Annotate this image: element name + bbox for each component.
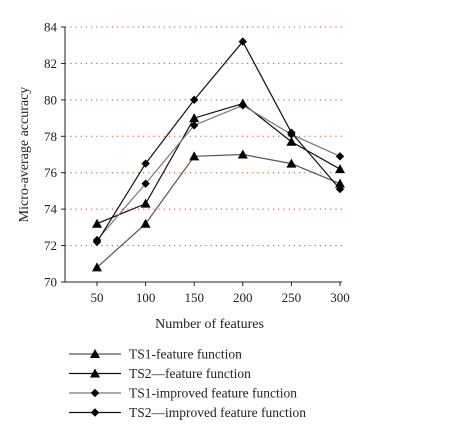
data-point [189,113,200,123]
data-point [189,151,200,161]
series-3 [92,101,345,245]
x-tick-label: 250 [282,290,302,305]
y-axis-label: Micro-average accuracy [17,87,32,223]
legend-marker [90,388,100,398]
data-point [140,198,151,208]
y-tick-label: 80 [44,92,57,107]
series-4 [92,37,345,247]
data-point [92,218,102,228]
data-point [238,37,247,46]
legend-item: TS1-improved feature function [69,386,297,401]
legend-item: TS2—improved feature function [69,405,306,420]
x-tick-labels: 50 100 150 200 250 300 [91,290,350,305]
series-1 [92,149,345,272]
y-tick-label: 70 [44,275,57,290]
data-point [141,159,150,168]
data-point [141,179,150,188]
legend: TS1-feature function TS2—feature function… [69,347,306,420]
data-point [335,164,345,174]
legend-marker [90,368,100,378]
y-tick-label: 72 [44,238,57,253]
y-tick-label: 82 [44,56,57,71]
legend-label: TS1-improved feature function [129,386,297,401]
x-tick-label: 100 [136,290,156,305]
series-line [96,40,341,243]
axes [61,26,342,286]
y-tick-label: 74 [44,202,58,217]
legend-marker [90,349,100,358]
legend-item: TS2—feature function [69,366,251,381]
data-point [335,152,345,161]
legend-item: TS1-feature function [69,347,242,362]
x-axis-label: Number of features [155,317,264,332]
data-point [92,262,102,272]
y-tick-label: 76 [44,165,58,180]
series-line [96,153,341,268]
legend-marker [90,408,100,417]
x-tick-label: 200 [233,290,253,305]
data-point [140,218,151,228]
series-line [96,102,341,225]
x-tick-label: 50 [91,290,104,305]
legend-label: TS1-feature function [129,347,242,362]
data-point [92,237,102,247]
data-point [238,101,247,110]
data-point [190,121,199,130]
y-tick-label: 78 [44,129,57,144]
series-group [92,37,345,272]
series-2 [92,98,345,228]
grid-lines [65,26,342,247]
data-point [287,128,296,137]
data-point [237,149,248,159]
legend-label: TS2—improved feature function [129,405,306,420]
y-tick-label: 84 [44,20,58,35]
data-point [286,136,297,146]
legend-label: TS2—feature function [129,366,251,381]
series-line [96,104,341,241]
data-point [335,184,345,194]
y-tick-labels: 70 72 74 76 78 80 82 84 [44,20,58,290]
x-tick-label: 150 [184,290,204,305]
data-point [190,95,199,105]
data-point [286,158,297,168]
x-tick-label: 300 [330,290,350,305]
